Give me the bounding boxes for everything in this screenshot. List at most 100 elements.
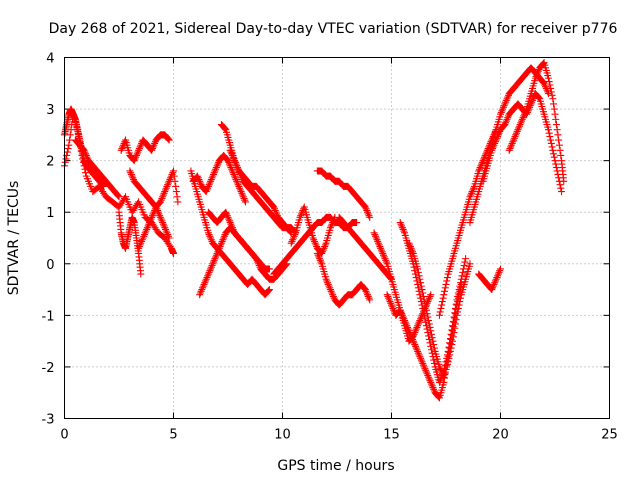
data-point <box>414 268 422 276</box>
data-point <box>511 133 519 141</box>
data-point <box>488 286 496 294</box>
data-point <box>506 145 514 153</box>
data-point <box>458 272 466 280</box>
data-point <box>429 337 437 345</box>
data-point <box>502 98 510 106</box>
data-point <box>422 322 430 330</box>
data-point <box>492 275 500 283</box>
data-points <box>61 59 568 402</box>
data-point <box>203 274 211 282</box>
data-point <box>435 311 443 319</box>
data-point <box>499 103 507 111</box>
data-point <box>418 286 426 294</box>
data-point <box>494 270 502 278</box>
data-point <box>550 150 558 158</box>
series-track-7 <box>135 203 173 252</box>
data-point <box>547 136 555 144</box>
data-point <box>148 145 156 153</box>
data-point <box>449 333 457 341</box>
data-point <box>555 141 563 149</box>
data-point <box>132 153 140 161</box>
data-point <box>389 304 397 312</box>
data-point <box>206 179 214 187</box>
data-point <box>229 169 237 177</box>
data-point <box>239 193 247 201</box>
data-point <box>232 176 240 184</box>
data-point <box>135 244 143 252</box>
data-point <box>385 296 393 304</box>
data-point <box>136 241 144 249</box>
data-point <box>206 232 214 240</box>
data-point <box>220 232 228 240</box>
data-point <box>326 284 334 292</box>
data-point <box>147 215 155 223</box>
data-point <box>152 203 160 211</box>
data-point <box>273 210 281 218</box>
data-point <box>426 292 434 300</box>
data-point <box>478 158 486 166</box>
data-point <box>551 157 559 165</box>
data-point <box>384 292 392 300</box>
data-point <box>547 139 555 147</box>
data-point <box>437 304 445 312</box>
data-point <box>450 329 458 337</box>
data-point <box>509 138 517 146</box>
data-point <box>435 378 443 386</box>
data-point <box>158 217 166 225</box>
data-point <box>512 129 520 137</box>
data-point <box>220 234 228 242</box>
data-point <box>508 139 516 147</box>
data-point <box>206 267 214 275</box>
data-point <box>490 141 498 149</box>
data-point <box>548 143 556 151</box>
data-point <box>265 286 273 294</box>
data-point <box>427 380 435 388</box>
data-point <box>493 134 501 142</box>
data-point <box>494 272 502 280</box>
data-point <box>137 141 145 149</box>
data-point <box>481 153 489 161</box>
data-point <box>211 255 219 263</box>
data-point <box>167 174 175 182</box>
data-point <box>326 286 334 294</box>
data-point <box>154 206 162 214</box>
data-point <box>80 146 88 154</box>
data-point <box>414 347 422 355</box>
data-point <box>452 300 460 308</box>
data-point <box>414 265 422 273</box>
data-point <box>556 146 564 154</box>
data-point <box>224 213 232 221</box>
data-point <box>171 177 179 185</box>
data-point <box>549 146 557 154</box>
data-point <box>436 308 444 316</box>
data-point <box>159 193 167 201</box>
data-point <box>502 119 510 127</box>
data-point <box>207 263 215 271</box>
data-point <box>425 335 433 343</box>
series-track-5 <box>115 208 145 278</box>
data-point <box>209 172 217 180</box>
data-point <box>200 280 208 288</box>
data-point <box>426 323 434 331</box>
series-track-14 <box>270 213 361 278</box>
data-point <box>170 249 177 257</box>
data-point <box>135 146 143 154</box>
plot-frame <box>64 57 610 419</box>
data-point <box>418 311 426 319</box>
data-point <box>419 289 427 297</box>
data-point <box>172 182 180 190</box>
data-point <box>441 287 449 295</box>
y-axis-label: SDTVAR / TECUs <box>6 181 22 296</box>
data-point <box>202 275 210 283</box>
data-point <box>237 188 245 196</box>
data-point <box>165 136 173 144</box>
data-point <box>163 182 171 190</box>
data-point <box>411 342 419 350</box>
data-point <box>154 208 162 216</box>
data-point <box>225 158 233 166</box>
data-point <box>319 246 327 254</box>
series-track-4 <box>117 131 173 165</box>
data-point <box>395 307 403 315</box>
data-point <box>446 351 454 359</box>
data-point <box>314 251 322 259</box>
